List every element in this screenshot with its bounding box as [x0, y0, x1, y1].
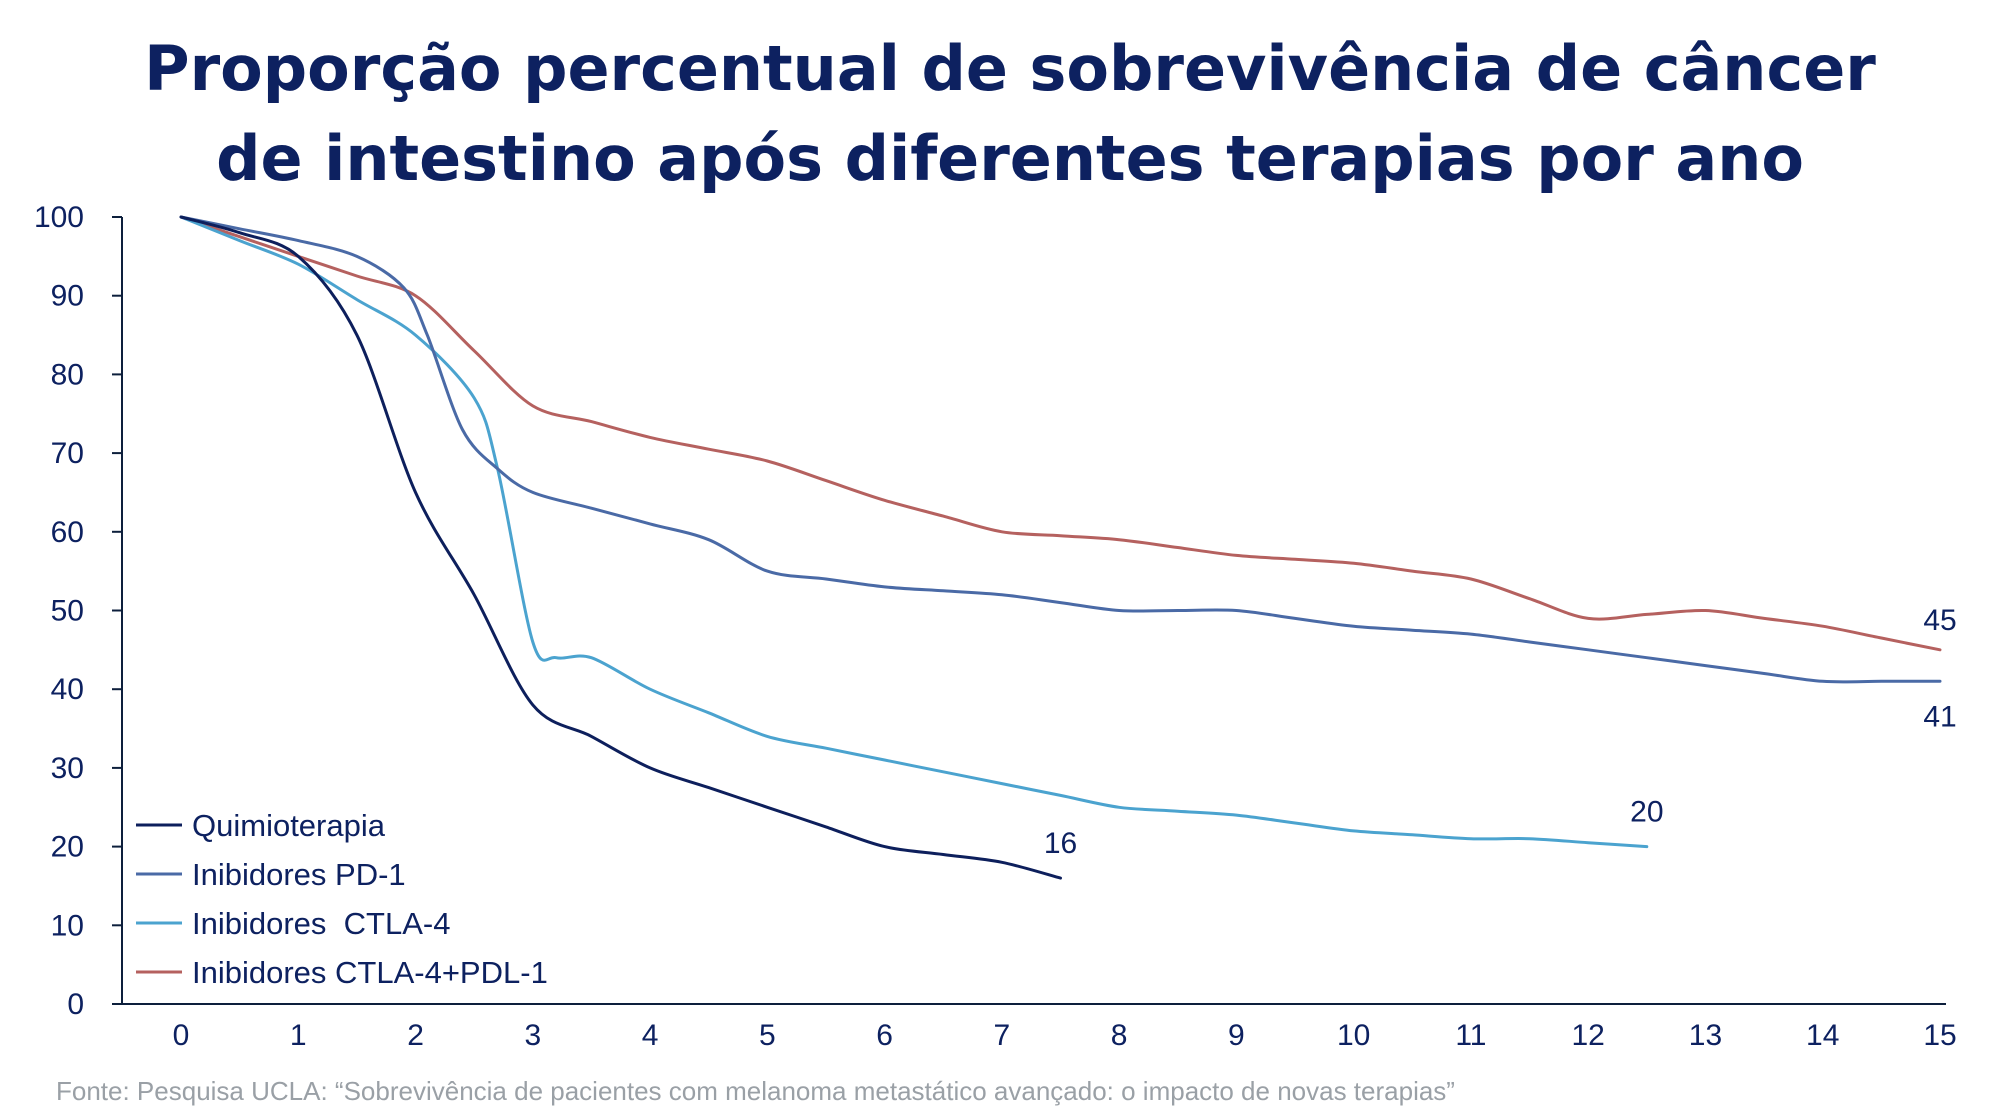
x-tick-label: 15: [1923, 1019, 1956, 1052]
legend-label-inibidores-pd1: Inibidores PD-1: [192, 857, 406, 892]
y-tick-label: 60: [51, 516, 84, 549]
y-tick-label: 40: [51, 673, 84, 706]
x-tick-label: 13: [1689, 1019, 1722, 1052]
source-note: Fonte: Pesquisa UCLA: “Sobrevivência de …: [56, 1076, 1455, 1106]
end-label-inibidores-ctla4: 20: [1630, 796, 1663, 829]
chart-title-line-2: de intestino após diferentes terapias po…: [216, 122, 1804, 195]
x-tick-label: 3: [524, 1019, 541, 1052]
y-tick-label: 70: [51, 437, 84, 470]
series-line-inibidores-ctla4: [179, 215, 1649, 849]
series-line-quimioterapia: [179, 215, 1062, 880]
x-tick-label: 14: [1806, 1019, 1839, 1052]
end-label-inibidores-ctla4-pdl1: 45: [1923, 604, 1956, 637]
x-tick-label: 2: [407, 1019, 424, 1052]
x-tick-label: 12: [1572, 1019, 1605, 1052]
y-tick-label: 0: [67, 988, 84, 1021]
legend: Quimioterapia Inibidores PD-1 Inibidores C…: [136, 808, 548, 990]
chart-title: Proporção percentual de sobrevivência de…: [144, 32, 1876, 195]
x-tick-label: 0: [173, 1019, 190, 1052]
x-tick-label: 11: [1455, 1019, 1486, 1052]
x-tick-label: 10: [1337, 1019, 1370, 1052]
end-label-quimioterapia: 16: [1044, 827, 1077, 860]
y-tick-label: 20: [51, 831, 84, 864]
series-line-inibidores-ctla4-pdl1: [179, 215, 1942, 652]
end-label-inibidores-pd1: 41: [1923, 700, 1956, 733]
x-tick-label: 4: [642, 1019, 659, 1052]
x-tick-label: 6: [876, 1019, 893, 1052]
series-line-inibidores-pd1: [179, 215, 1942, 684]
x-axis-ticks: 0 1 2 3 4 5 6 7 8 9 10 11 12 13 14 15: [173, 1019, 1957, 1052]
y-tick-label: 10: [51, 909, 84, 942]
series-lines: [179, 215, 1942, 880]
series-end-labels: 16 41 20 45: [1044, 604, 1957, 860]
legend-label-inibidores-ctla4-pdl1: Inibidores CTLA-4+PDL-1: [192, 955, 548, 990]
chart-title-line-1: Proporção percentual de sobrevivência de…: [144, 32, 1876, 105]
y-tick-label: 100: [34, 201, 84, 234]
x-tick-label: 9: [1228, 1019, 1245, 1052]
x-tick-label: 5: [759, 1019, 776, 1052]
y-tick-label: 80: [51, 358, 84, 391]
y-tick-label: 30: [51, 752, 84, 785]
y-axis-ticks: 0 10 20 30 40 50 60 70 80 90 100: [34, 201, 122, 1021]
x-tick-label: 7: [994, 1019, 1011, 1052]
legend-label-inibidores-ctla4: Inibidores CTLA-4: [192, 906, 450, 941]
y-tick-label: 50: [51, 595, 84, 628]
x-tick-label: 1: [290, 1019, 307, 1052]
x-tick-label: 8: [1111, 1019, 1128, 1052]
y-tick-label: 90: [51, 280, 84, 313]
legend-label-quimioterapia: Quimioterapia: [192, 808, 386, 843]
